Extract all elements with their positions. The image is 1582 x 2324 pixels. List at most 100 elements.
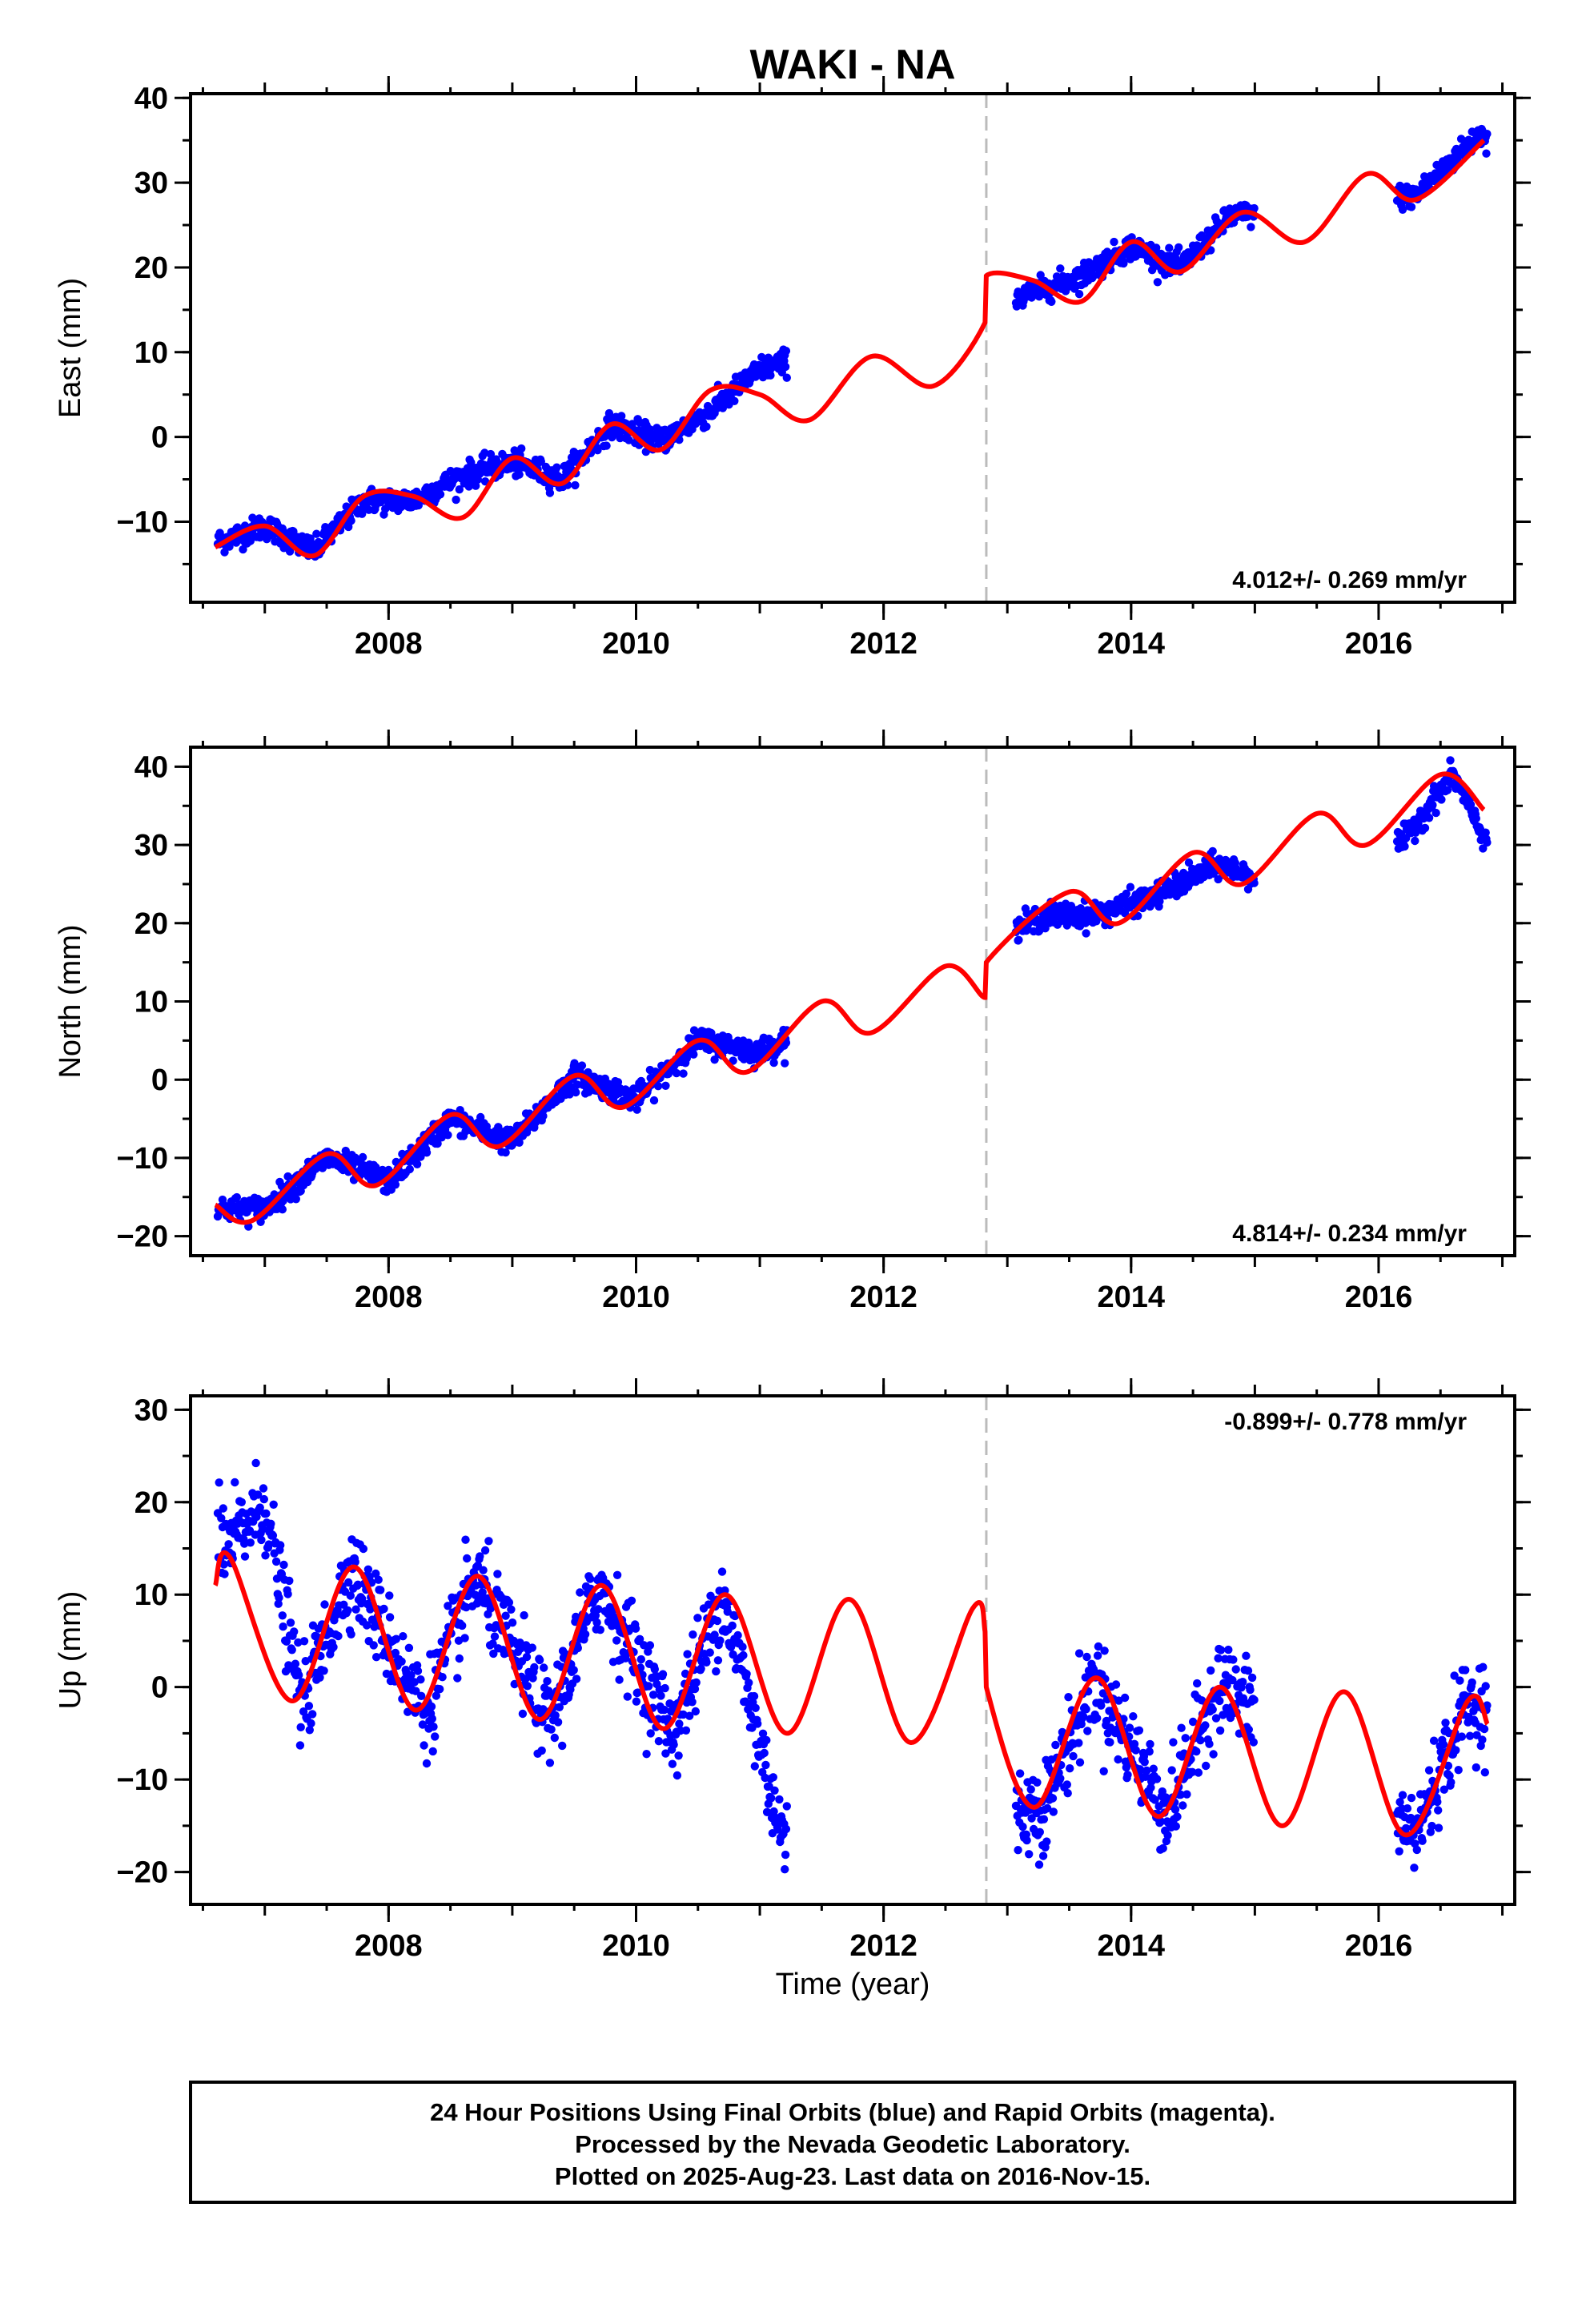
east-data-point [1250, 203, 1259, 213]
east-y-tick-label: −10 [117, 505, 168, 539]
up-data-point [490, 1632, 500, 1641]
north-panel: 2008 2010 2012 2014 2016 −20 −10 0 10 20 30 40 North… [54, 730, 1531, 1314]
up-data-point [343, 1606, 352, 1615]
east-data-point [515, 470, 524, 479]
up-data-point [1209, 1750, 1218, 1759]
footer-line-2: Processed by the Nevada Geodetic Laborat… [575, 2130, 1130, 2158]
up-data-point [1176, 1790, 1186, 1799]
up-data-point [632, 1697, 641, 1706]
up-data-point [1150, 1795, 1159, 1804]
north-data-point [539, 1112, 548, 1120]
up-data-point [1111, 1680, 1121, 1689]
up-data-point [530, 1663, 539, 1672]
up-data-point [693, 1614, 702, 1622]
east-y-tick-label: 10 [135, 336, 168, 370]
up-data-point [523, 1682, 532, 1691]
north-data-point [1122, 889, 1131, 899]
up-data-point [675, 1719, 684, 1728]
up-data-point [539, 1705, 548, 1714]
east-rate-label: 4.012+/- 0.269 mm/yr [1232, 567, 1467, 593]
east-data-point [536, 457, 545, 466]
up-data-point [1156, 1817, 1166, 1826]
up-data-point [1395, 1798, 1404, 1807]
up-data-point [283, 1590, 292, 1598]
up-data-point [489, 1649, 498, 1659]
up-data-point [615, 1675, 624, 1684]
up-data-point [650, 1665, 659, 1674]
east-data-point [702, 422, 711, 431]
up-data-point [1250, 1695, 1259, 1704]
footer-box: 24 Hour Positions Using Final Orbits (bl… [189, 2081, 1516, 2204]
north-y-axis-label: North (mm) [54, 924, 87, 1078]
up-data-point [1403, 1804, 1412, 1813]
up-data-point [460, 1634, 469, 1642]
up-data-point [753, 1719, 762, 1728]
up-data-point [1049, 1807, 1058, 1816]
up-data-point [1193, 1679, 1202, 1688]
north-data-point [501, 1148, 510, 1157]
up-data-point [1447, 1778, 1456, 1787]
east-y-tick-label: 30 [135, 167, 168, 200]
north-data-point [632, 1105, 641, 1114]
east-data-point [1110, 237, 1118, 247]
east-x-tick-label: 2008 [355, 627, 423, 661]
up-data-point [569, 1666, 578, 1675]
north-data-point [740, 1055, 749, 1063]
up-data-point [413, 1667, 423, 1675]
north-rate-label: 4.814+/- 0.234 mm/yr [1232, 1220, 1467, 1247]
east-data-point [225, 542, 234, 551]
up-data-point [1149, 1764, 1158, 1773]
up-data-point [1454, 1766, 1463, 1775]
up-data-point [596, 1626, 604, 1634]
north-data-point [710, 1055, 719, 1064]
up-data-point [363, 1565, 373, 1574]
up-data-point [376, 1586, 385, 1594]
up-data-point [1443, 1761, 1453, 1771]
up-data-point [246, 1538, 255, 1547]
north-data-point [1479, 844, 1488, 853]
up-data-point [271, 1557, 281, 1566]
up-data-point [334, 1631, 343, 1641]
up-data-point [1120, 1693, 1130, 1703]
up-data-point [745, 1679, 753, 1687]
footer-line-1: 24 Hour Positions Using Final Orbits (bl… [430, 2098, 1275, 2126]
up-data-point [307, 1719, 315, 1728]
up-data-point [1034, 1860, 1044, 1869]
up-data-point [346, 1591, 355, 1600]
up-data-point [1457, 1732, 1467, 1741]
up-x-tick-label: 2010 [602, 1929, 670, 1963]
up-data-point [268, 1531, 278, 1540]
up-data-point [1039, 1815, 1049, 1823]
east-data-point [1056, 264, 1065, 273]
up-data-point [690, 1684, 700, 1694]
up-data-points [213, 1458, 1492, 1874]
up-data-point [476, 1552, 484, 1561]
up-y-axis-label: Up (mm) [54, 1591, 87, 1710]
up-data-point [374, 1575, 383, 1584]
up-data-point [463, 1554, 472, 1563]
up-data-point [1025, 1850, 1034, 1859]
x-axis-label: Time (year) [776, 1968, 930, 2001]
up-data-point [404, 1643, 414, 1652]
up-data-point [224, 1540, 233, 1549]
up-data-point [1170, 1805, 1180, 1814]
up-data-point [733, 1630, 742, 1640]
up-data-point [576, 1588, 584, 1597]
up-data-point [295, 1741, 305, 1750]
footer-line-3: Plotted on 2025-Aug-23. Last data on 201… [555, 2162, 1150, 2190]
up-data-point [1424, 1766, 1434, 1775]
up-data-point [444, 1602, 452, 1610]
east-data-point [1174, 243, 1183, 252]
east-data-point [1152, 243, 1161, 252]
up-data-point [1480, 1768, 1490, 1777]
up-data-point [1194, 1768, 1203, 1777]
up-data-point [1106, 1738, 1114, 1747]
up-data-point [504, 1598, 514, 1607]
up-data-point [1215, 1726, 1225, 1735]
east-y-tick-label: 0 [151, 421, 168, 455]
up-data-point [691, 1707, 700, 1716]
up-data-point [432, 1691, 441, 1700]
up-data-point [1205, 1739, 1214, 1748]
up-data-point [267, 1519, 275, 1529]
up-data-point [1140, 1758, 1149, 1767]
